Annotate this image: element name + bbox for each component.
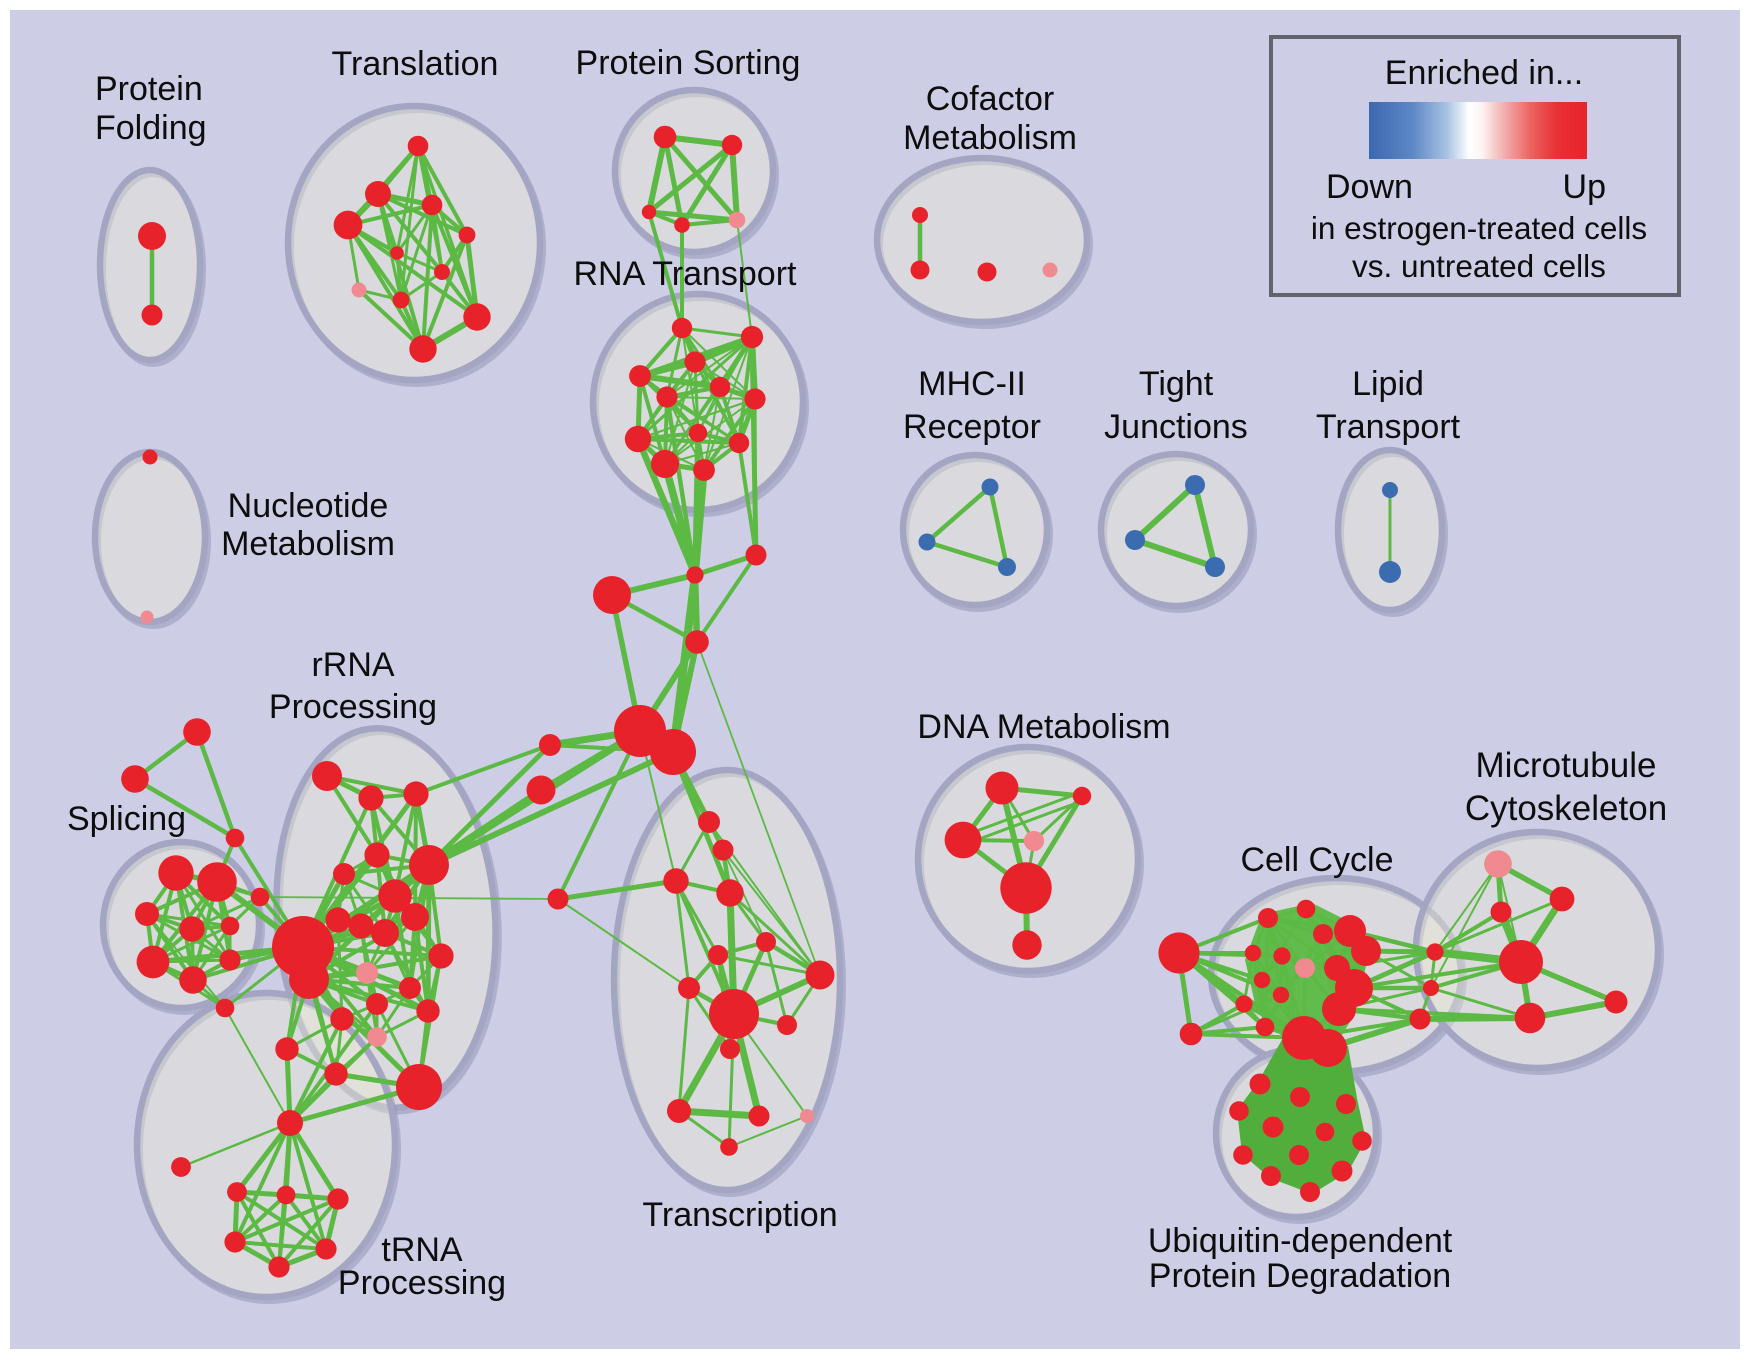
- svg-text:Metabolism: Metabolism: [221, 525, 395, 563]
- svg-text:Transcription: Transcription: [642, 1196, 837, 1234]
- svg-text:Up: Up: [1563, 168, 1606, 206]
- svg-text:vs. untreated cells: vs. untreated cells: [1352, 248, 1606, 284]
- svg-text:Folding: Folding: [95, 109, 207, 147]
- svg-text:Cofactor: Cofactor: [926, 80, 1055, 118]
- svg-text:Protein Degradation: Protein Degradation: [1149, 1257, 1451, 1295]
- svg-text:Processing: Processing: [338, 1264, 506, 1302]
- svg-text:Ubiquitin-dependent: Ubiquitin-dependent: [1148, 1222, 1453, 1260]
- svg-text:tRNA: tRNA: [381, 1231, 463, 1269]
- svg-text:Cell Cycle: Cell Cycle: [1240, 841, 1393, 879]
- svg-text:MHC-II: MHC-II: [918, 365, 1026, 403]
- svg-text:in estrogen-treated cells: in estrogen-treated cells: [1311, 210, 1647, 246]
- svg-text:Transport: Transport: [1316, 408, 1461, 446]
- svg-text:Enriched in...: Enriched in...: [1385, 54, 1583, 92]
- svg-text:Microtubule: Microtubule: [1476, 746, 1657, 785]
- svg-text:Tight: Tight: [1139, 365, 1214, 403]
- svg-text:DNA Metabolism: DNA Metabolism: [917, 708, 1170, 746]
- svg-text:Processing: Processing: [269, 688, 437, 726]
- svg-text:Cytoskeleton: Cytoskeleton: [1465, 789, 1667, 828]
- svg-text:Splicing: Splicing: [67, 800, 186, 838]
- svg-text:Down: Down: [1326, 168, 1413, 206]
- svg-text:Nucleotide: Nucleotide: [228, 487, 389, 525]
- svg-text:rRNA: rRNA: [311, 646, 394, 684]
- svg-text:Junctions: Junctions: [1104, 408, 1248, 446]
- svg-text:Protein: Protein: [95, 70, 203, 108]
- svg-text:Metabolism: Metabolism: [903, 119, 1077, 157]
- svg-text:RNA Transport: RNA Transport: [574, 255, 798, 293]
- svg-text:Lipid: Lipid: [1352, 365, 1424, 403]
- svg-text:Protein Sorting: Protein Sorting: [576, 44, 801, 82]
- svg-text:Translation: Translation: [332, 45, 499, 83]
- svg-text:Receptor: Receptor: [903, 408, 1041, 446]
